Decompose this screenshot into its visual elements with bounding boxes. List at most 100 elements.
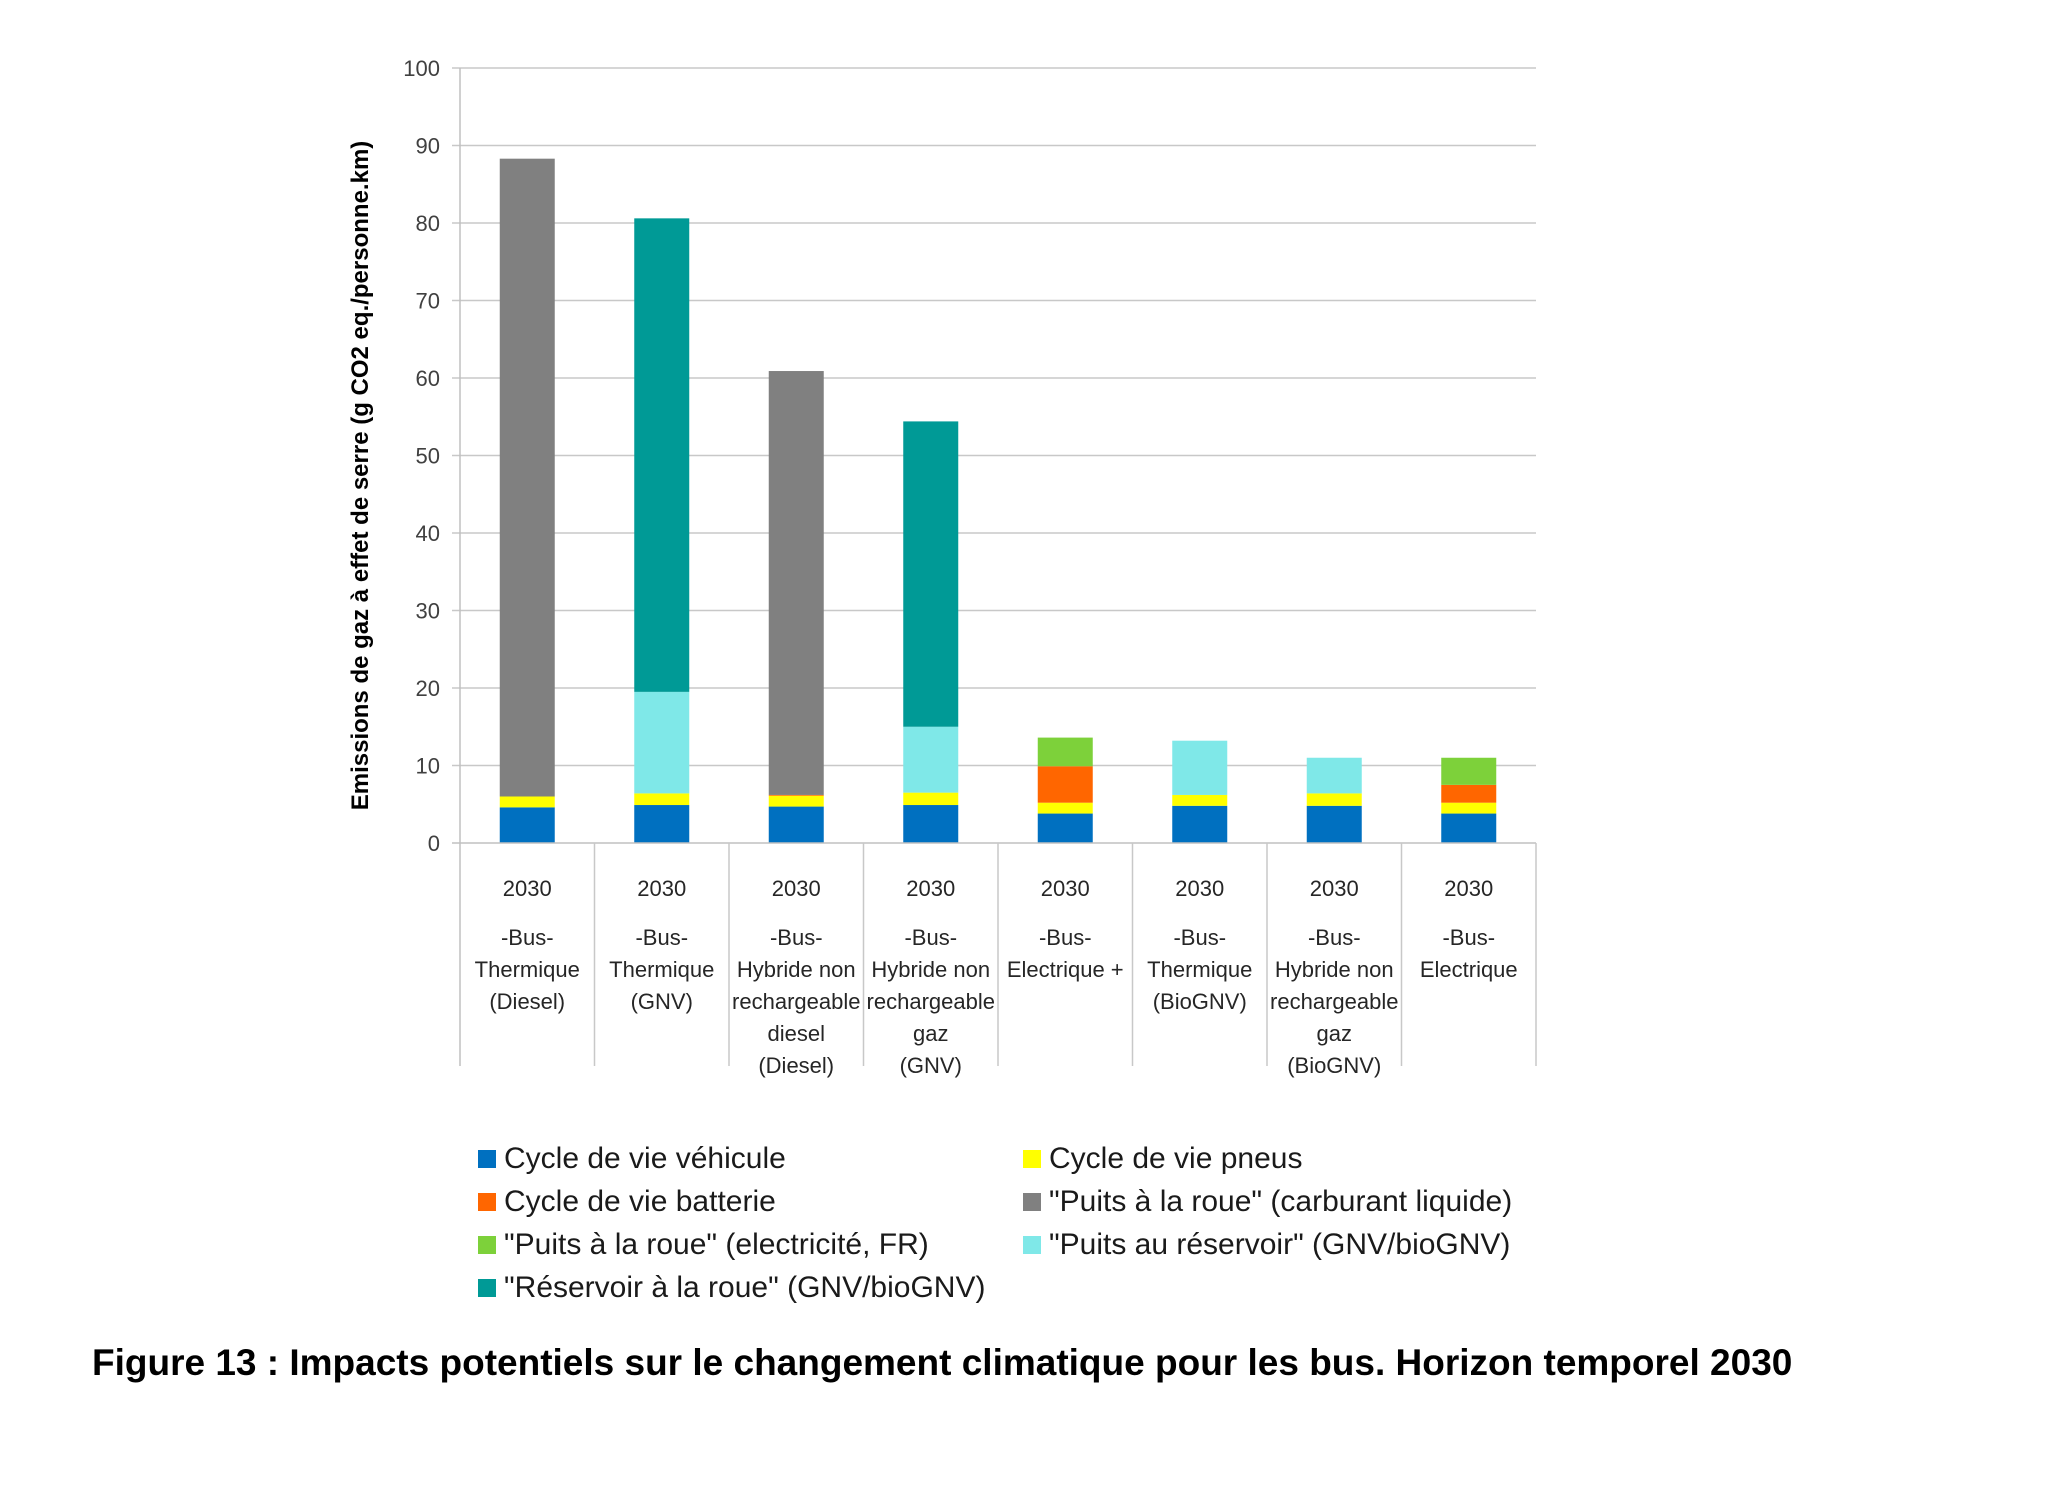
legend-swatch [478,1150,496,1168]
category-name-label: -Bus- [904,925,957,950]
category-name-label: Thermique [1147,957,1252,982]
category-name-label: (GNV) [631,989,693,1014]
legend-label: "Puits à la roue" (carburant liquide) [1049,1185,1513,1218]
category-name-label: (Diesel) [758,1053,834,1078]
legend-item: "Réservoir à la roue" (GNV/bioGNV) [478,1271,985,1305]
category-name-label: -Bus- [1173,925,1226,950]
bar-segment [634,691,690,794]
legend-swatch [478,1236,496,1254]
category-name-label: -Bus- [635,925,688,950]
legend-item: "Puits à la roue" (carburant liquide) [1023,1185,1512,1219]
category-name-label: Electrique + [1007,957,1124,982]
bar-segment [768,806,824,843]
category-name-label: -Bus- [1039,925,1092,950]
legend-swatch [1023,1150,1041,1168]
y-tick-label: 10 [416,754,440,779]
category-year-label: 2030 [906,876,955,901]
category-name-label: -Bus- [1308,925,1361,950]
bar-segment [1037,802,1093,814]
category-name-label: rechargeable [732,989,860,1014]
y-tick-label: 90 [416,134,440,159]
legend-swatch [478,1279,496,1297]
category-name-label: -Bus- [770,925,823,950]
y-tick-label: 70 [416,289,440,314]
bar-segment [1037,813,1093,843]
y-tick-label: 100 [403,56,440,81]
category-year-label: 2030 [503,876,552,901]
bars [499,158,1497,843]
legend-label: Cycle de vie véhicule [504,1142,786,1175]
category-name-label: (GNV) [900,1053,962,1078]
bar-segment [1172,805,1228,843]
category-name-label: rechargeable [867,989,995,1014]
bar-segment [1441,802,1497,814]
legend-label: Cycle de vie batterie [504,1185,776,1218]
bar-segment [1306,757,1362,794]
bar-segment [903,726,959,793]
bar-segment [1441,784,1497,803]
category-year-label: 2030 [1444,876,1493,901]
bar-segment [1306,805,1362,843]
y-axis-title: Emissions de gaz à effet de serre (g CO2… [347,141,374,811]
category-year-label: 2030 [1041,876,1090,901]
bar-segment [903,792,959,806]
legend-item: "Puits au réservoir" (GNV/bioGNV) [1023,1228,1510,1262]
bar-segment [634,805,690,843]
y-tick-label: 60 [416,366,440,391]
y-tick-labels: 0 10 20 30 40 50 60 70 80 90 100 [403,56,440,856]
bar-segment [1441,813,1497,843]
category-year-label: 2030 [1310,876,1359,901]
legend-swatch [478,1193,496,1211]
category-year-label: 2030 [772,876,821,901]
category-name-label: gaz [1317,1021,1352,1046]
legend-swatch [1023,1236,1041,1254]
bar-segment [499,807,555,843]
category-name-label: gaz [913,1021,948,1046]
bar-segment [499,158,555,797]
gridlines [452,67,1536,767]
bar-segment [634,218,690,692]
category-name-label: diesel [768,1021,825,1046]
category-name-label: Hybride non [737,957,856,982]
bar-segment [903,421,959,727]
bar-segment [1172,794,1228,806]
bar-segment [768,371,824,795]
category-name-label: Thermique [609,957,714,982]
legend-label: "Puits à la roue" (electricité, FR) [504,1228,929,1261]
bar-segment [634,793,690,806]
legend-label: "Puits au réservoir" (GNV/bioGNV) [1049,1228,1511,1261]
y-tick-label: 30 [416,599,440,624]
category-name-label: Thermique [475,957,580,982]
legend-label: "Réservoir à la roue" (GNV/bioGNV) [504,1271,986,1304]
y-tick-label: 40 [416,521,440,546]
legend-swatch [1023,1193,1041,1211]
bar-segment [1441,757,1497,785]
bar-segment [1306,793,1362,806]
legend-item: Cycle de vie pneus [1023,1142,1302,1176]
category-name-label: (BioGNV) [1153,989,1247,1014]
category-name-label: (BioGNV) [1287,1053,1381,1078]
category-name-label: -Bus- [501,925,554,950]
bar-segment [1037,737,1093,767]
bar-segment [768,795,824,807]
y-tick-label: 0 [428,831,440,856]
bar-segment [1172,740,1228,795]
y-tick-label: 50 [416,444,440,469]
figure-caption: Figure 13 : Impacts potentiels sur le ch… [92,1342,1793,1383]
axes [452,68,1537,1066]
bar-segment [499,796,555,808]
bar-segment [1037,766,1093,803]
x-category-labels: 2030 -Bus- Thermique (Diesel) 2030 -Bus- Therm… [475,876,1518,1078]
category-name-label: Hybride non [871,957,990,982]
category-name-label: (Diesel) [489,989,565,1014]
category-name-label: Electrique [1420,957,1518,982]
category-name-label: -Bus- [1442,925,1495,950]
y-tick-label: 80 [416,211,440,236]
bar-segment [903,805,959,843]
y-tick-label: 20 [416,676,440,701]
legend-item: Cycle de vie batterie [478,1185,776,1219]
legend-item: Cycle de vie véhicule [478,1142,786,1176]
category-name-label: Hybride non [1275,957,1394,982]
bar-segment [768,794,824,796]
